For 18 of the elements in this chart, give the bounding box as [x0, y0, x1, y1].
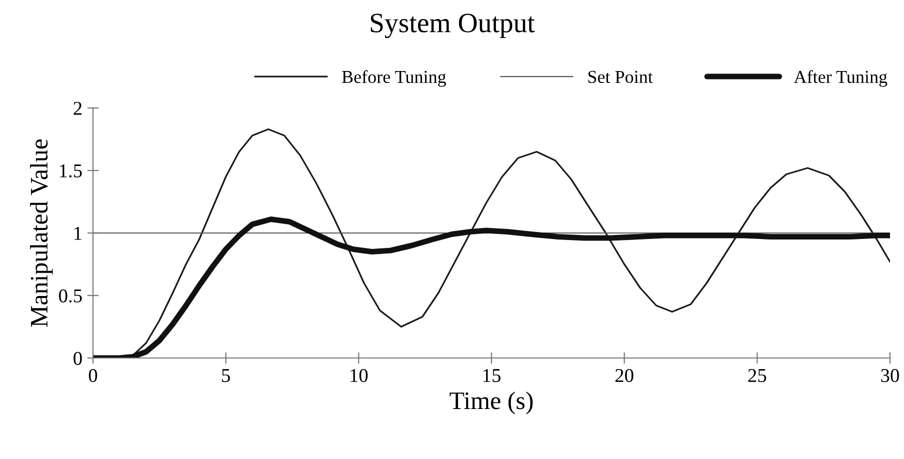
- legend-label: Before Tuning: [342, 70, 446, 87]
- x-tick-label: 30: [881, 368, 899, 382]
- legend-label: After Tuning: [794, 70, 888, 87]
- chart-title: System Output: [370, 14, 535, 38]
- y-tick-label: 1.5: [60, 164, 82, 178]
- x-tick-label: 5: [222, 369, 230, 382]
- x-axis-title: Time (s): [450, 392, 533, 414]
- y-tick-label: 2: [74, 102, 82, 115]
- x-tick-label: 20: [615, 368, 634, 382]
- y-axis-title: Manipulated Value: [30, 139, 53, 327]
- x-tick-label: 15: [483, 369, 500, 382]
- x-tick-label: 0: [88, 368, 98, 382]
- legend-label: Set Point: [588, 70, 653, 84]
- x-tick-label: 25: [748, 369, 766, 382]
- y-tick-label: 0: [74, 352, 82, 365]
- x-tick-label: 10: [350, 368, 368, 382]
- y-tick-label: 0.5: [59, 289, 82, 303]
- y-tick-label: 1: [74, 226, 82, 240]
